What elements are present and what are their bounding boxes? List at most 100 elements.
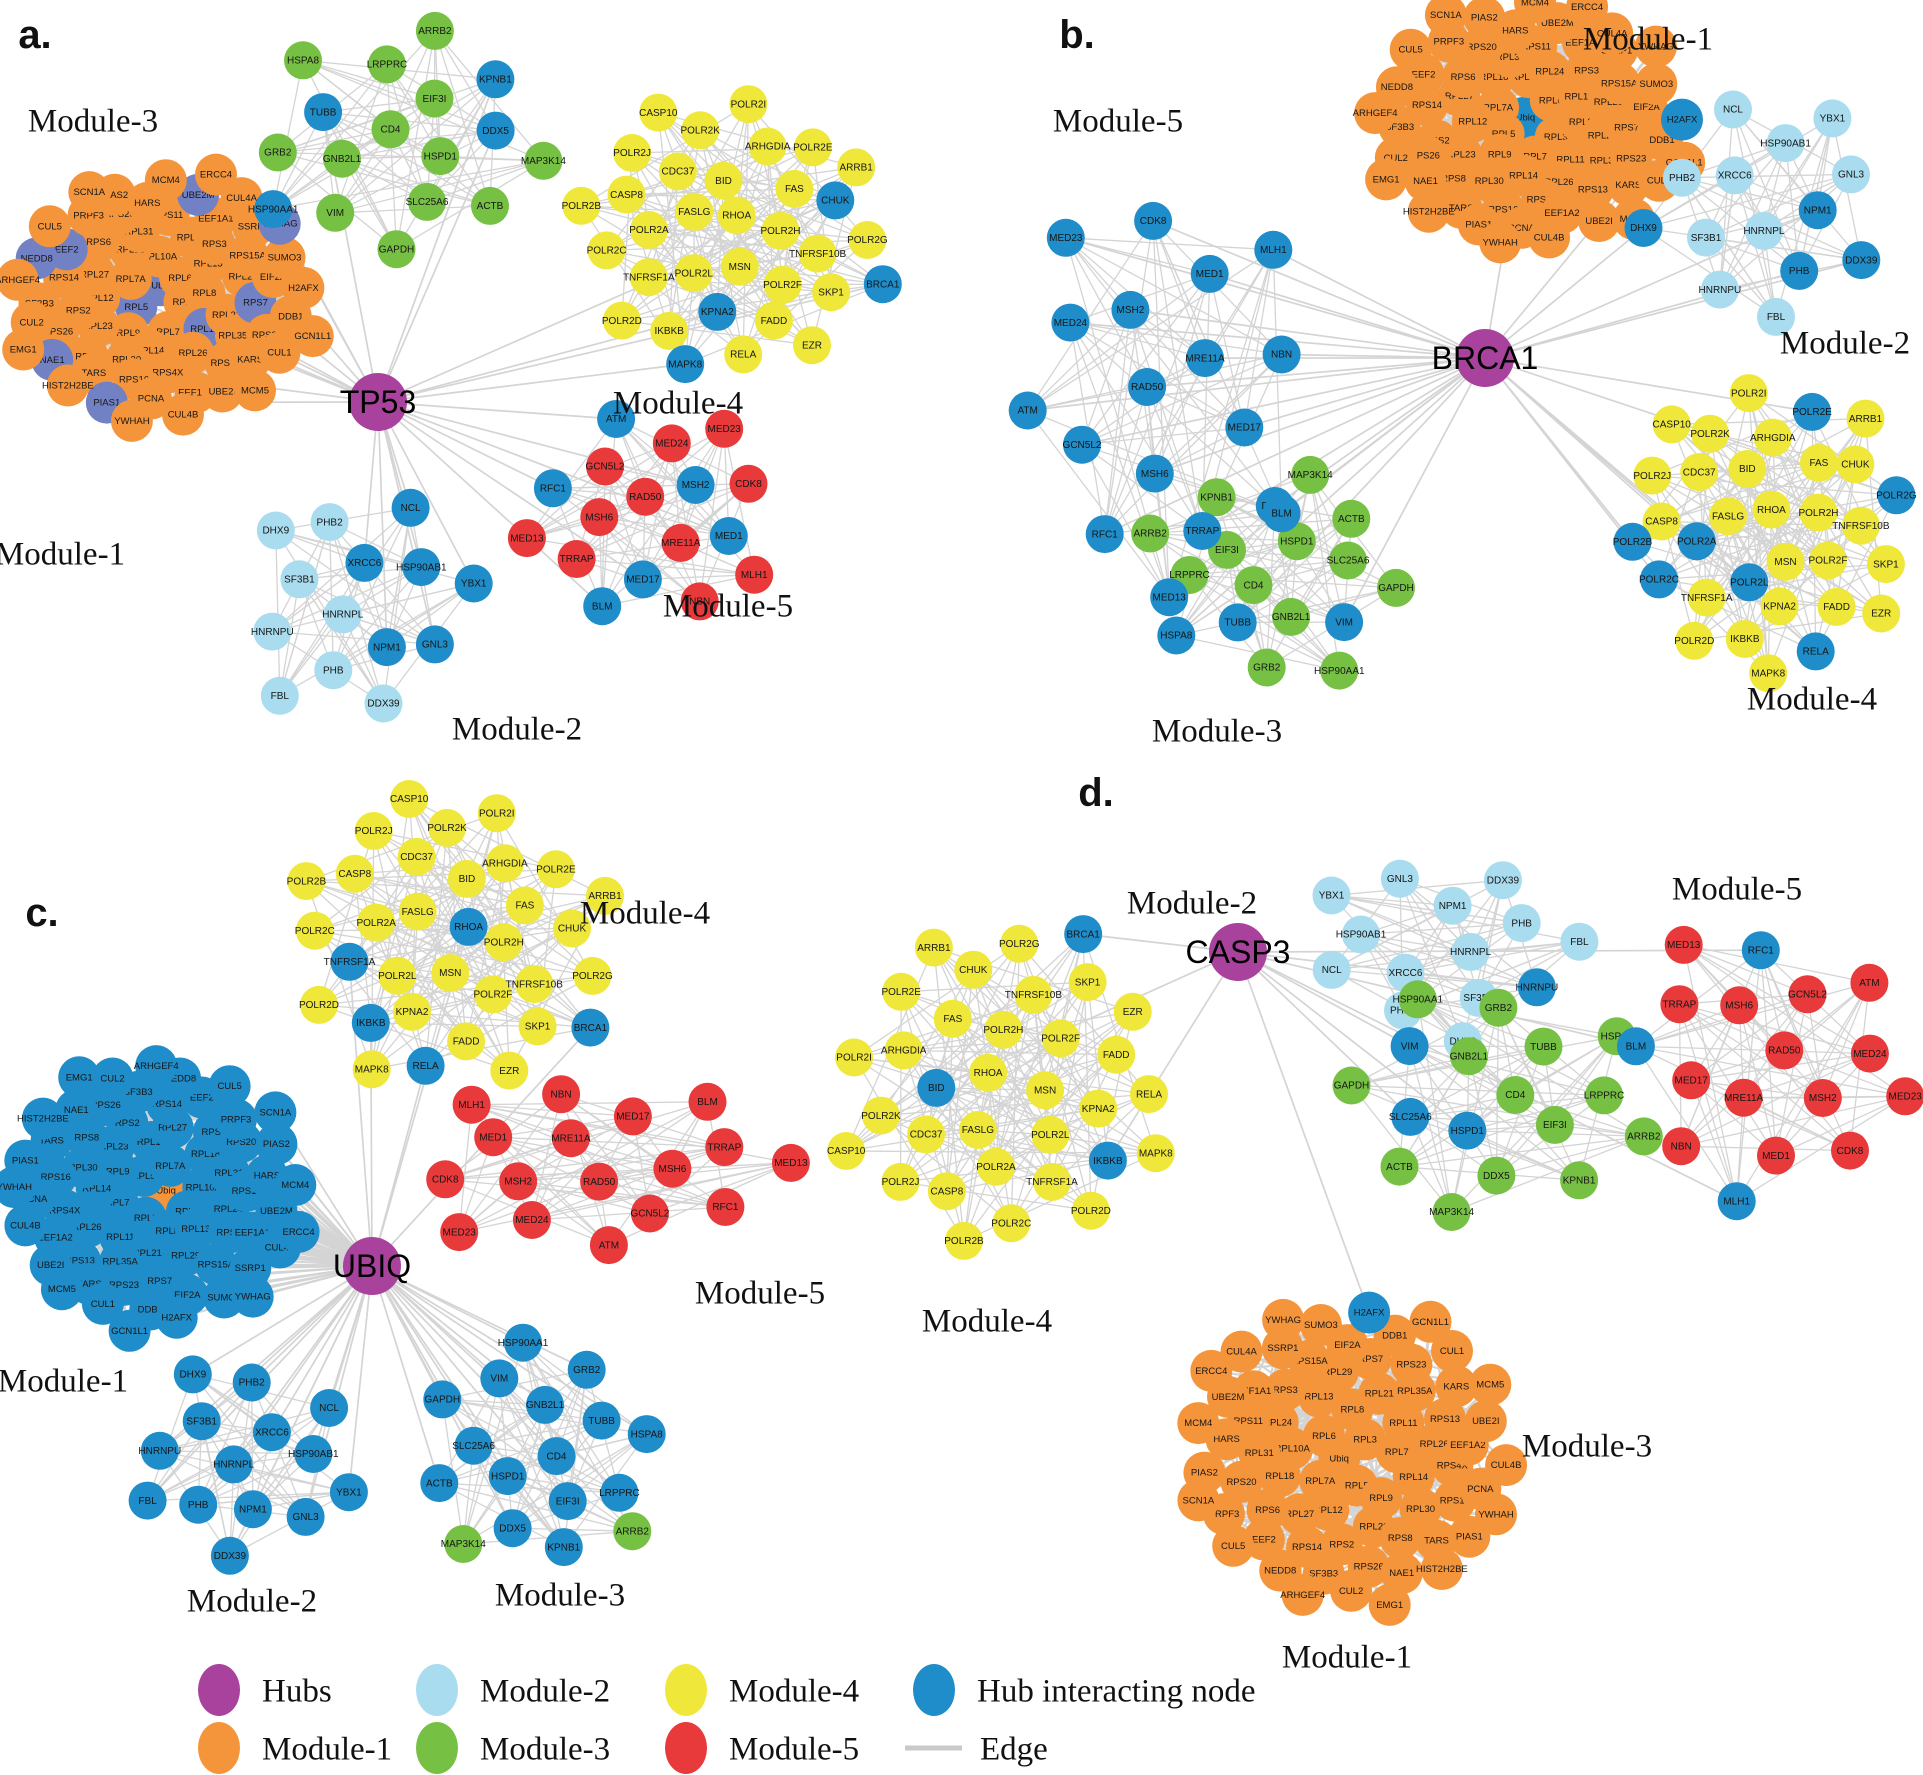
node-DHX9	[1624, 209, 1663, 247]
node-label-HNRNPU: HNRNPU	[1516, 983, 1559, 994]
node-KPNB1	[544, 1528, 583, 1567]
node-label-TRRAP: TRRAP	[707, 1142, 741, 1153]
node-label-CDK8: CDK8	[735, 479, 762, 490]
node-label-PHB: PHB	[188, 1500, 209, 1511]
node-label-DDB1: DDB1	[138, 1305, 163, 1316]
node-label-MSN: MSN	[439, 968, 461, 979]
node-MCM4	[1514, 0, 1556, 24]
node-DDX39	[1483, 861, 1522, 900]
node-POLR2A	[977, 1147, 1015, 1186]
legend-swatch-Module-2	[416, 1664, 458, 1716]
node-RHOA	[1752, 490, 1791, 529]
node-POLR2E	[536, 850, 575, 889]
node-label-DDB1: DDB1	[278, 311, 303, 322]
node-MSH2	[499, 1162, 538, 1201]
node-LRPPRC	[1585, 1076, 1624, 1115]
node-label-MCM5: MCM5	[48, 1284, 76, 1295]
node-YBX1	[1813, 99, 1852, 138]
node-CUL2	[91, 1057, 134, 1100]
node-label-RPS16: RPS16	[119, 374, 149, 385]
node-label-BRCA1: BRCA1	[866, 279, 900, 290]
labels: a. Module-1 Module-2 Module-3 Module-4 Module…	[0, 13, 1910, 1676]
node-label-MAPK8: MAPK8	[1751, 668, 1785, 679]
node-ARHGDIA	[748, 127, 787, 166]
node-label-ACTB: ACTB	[1338, 514, 1365, 525]
node-FASLG	[398, 892, 437, 931]
node-label-KARS: KARS	[76, 1279, 102, 1290]
node-label-PCNA: PCNA	[21, 1194, 48, 1205]
node-MSN	[431, 954, 470, 992]
node-SF3B1	[182, 1402, 221, 1441]
node-PRPF3	[215, 1098, 257, 1141]
node-MED23	[1046, 218, 1085, 257]
node-label-MAP3K14: MAP3K14	[1288, 470, 1333, 481]
node-label-POLR2F: POLR2F	[1041, 1034, 1080, 1045]
node-label-HARS: HARS	[254, 1171, 280, 1182]
node-label-RPL23: RPL23	[99, 1141, 128, 1152]
node-MAPK8	[666, 345, 705, 384]
node-HSPA8	[1157, 616, 1196, 655]
node-ARHGEF4	[1354, 92, 1397, 135]
node-label-CASP8: CASP8	[338, 869, 371, 880]
node-label-RPL26: RPL26	[1420, 1439, 1449, 1450]
node-label-SKP1: SKP1	[818, 287, 844, 298]
node-label-RPS8: RPS8	[74, 1132, 99, 1143]
node-GRB2	[1479, 988, 1518, 1027]
node-label-MLH1: MLH1	[741, 570, 768, 581]
node-label-SLC25A6: SLC25A6	[1327, 556, 1370, 567]
node-BLM	[1616, 1027, 1655, 1066]
module-caption-a-module-3: Module-3	[28, 104, 158, 140]
node-label-RPS3: RPS3	[216, 1228, 241, 1239]
node-label-DDB1: DDB1	[1382, 1331, 1407, 1342]
node-POLR2B	[945, 1221, 983, 1260]
node-FBL	[1560, 922, 1599, 961]
module-caption-b-module-1: Module-1	[1583, 22, 1713, 58]
node-ACTB	[1380, 1147, 1419, 1186]
node-label-SUMO3: SUMO3	[1639, 79, 1673, 90]
node-FADD	[1097, 1035, 1136, 1074]
node-label-TNFRSF1A: TNFRSF1A	[324, 957, 376, 968]
node-label-EZR: EZR	[1123, 1007, 1143, 1018]
node-MED17	[623, 560, 662, 599]
module-caption-b-module-4: Module-4	[1747, 682, 1877, 718]
node-label-HSPA8: HSPA8	[1160, 631, 1192, 642]
node-label-RPL9: RPL9	[1369, 1493, 1393, 1504]
module-caption-d-module-5: Module-5	[1672, 872, 1802, 908]
node-MSH2	[676, 466, 715, 504]
node-HSPD1	[488, 1457, 527, 1496]
node-POLR2C	[295, 911, 334, 950]
node-label-DDX39: DDX39	[214, 1551, 247, 1562]
node-label-CHUK: CHUK	[959, 965, 988, 976]
node-label-RPS16: RPS16	[1440, 1496, 1470, 1507]
node-PHB	[314, 651, 353, 690]
node-SCN1A	[68, 171, 111, 214]
node-label-HNRNPU: HNRNPU	[1699, 285, 1742, 296]
node-POLR2L	[1031, 1115, 1070, 1154]
node-label-EIF2A: EIF2A	[174, 1290, 201, 1301]
node-SCN1A	[1424, 0, 1467, 37]
node-label-EEF1A2: EEF1A2	[1450, 1440, 1485, 1451]
node-CD4	[537, 1437, 576, 1476]
node-label-RAD50: RAD50	[1131, 382, 1164, 393]
node-CUL4B	[1485, 1444, 1528, 1487]
node-label-DDX39: DDX39	[1487, 875, 1520, 886]
node-label-EEF1A1: EEF1A1	[235, 1228, 270, 1239]
node-label-BLM: BLM	[1626, 1042, 1647, 1053]
node-label-NAE1: NAE1	[1413, 176, 1438, 187]
node-label-GCN5L2: GCN5L2	[1788, 990, 1827, 1001]
node-label-POLR2E: POLR2E	[881, 987, 921, 998]
node-label-HSP90AB1: HSP90AB1	[1336, 930, 1387, 941]
node-label-PRPF3: PRPF3	[221, 1115, 252, 1126]
node-HSP90AA1	[1320, 651, 1359, 690]
node-label-SLC25A6: SLC25A6	[1389, 1112, 1432, 1123]
node-label-CUL5: CUL5	[1399, 45, 1423, 56]
node-label-RPL26: RPL26	[72, 1222, 101, 1233]
panel-letter-a: a.	[18, 13, 51, 57]
node-label-CUL5: CUL5	[1221, 1541, 1245, 1552]
node-label-RPL11: RPL11	[1389, 1418, 1417, 1429]
node-label-RPS23: RPS23	[1396, 1360, 1426, 1371]
node-label-CASP8: CASP8	[931, 1186, 964, 1197]
node-label-RPS16: RPS16	[41, 1172, 71, 1183]
node-label-RPL3: RPL3	[173, 297, 197, 308]
